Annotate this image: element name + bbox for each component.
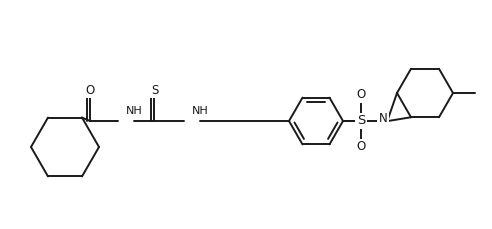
Text: S: S xyxy=(152,84,159,96)
Text: O: O xyxy=(356,141,366,153)
Text: NH: NH xyxy=(192,106,209,116)
Text: O: O xyxy=(356,88,366,101)
Text: O: O xyxy=(86,84,94,96)
Text: NH: NH xyxy=(126,106,143,116)
Text: S: S xyxy=(357,114,365,128)
Text: N: N xyxy=(379,112,387,125)
